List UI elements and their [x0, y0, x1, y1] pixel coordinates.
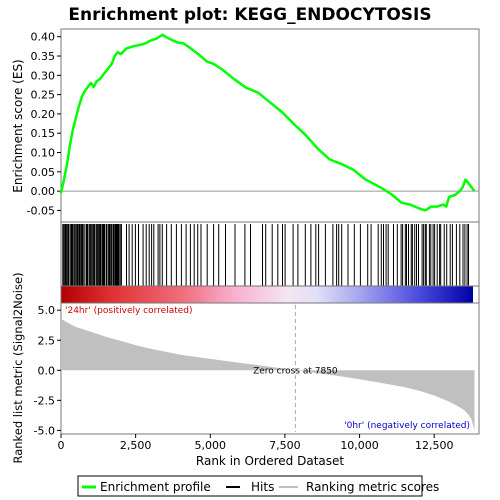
- legend-box: [77, 475, 423, 497]
- enrichment-profile-line: [59, 33, 476, 212]
- positive-correlation-label: '24hr' (positively correlated): [65, 306, 193, 316]
- x-tick-label: 5,000: [195, 439, 227, 452]
- es-y-tick-label: 0.10: [31, 147, 56, 160]
- legend-hits-label: Hits: [251, 480, 274, 494]
- metric-y-tick-label: -2.5: [34, 394, 55, 407]
- x-tick-label: 12,500: [415, 439, 454, 452]
- ranking-metric-area: [61, 318, 475, 431]
- es-y-tick-label: 0.25: [31, 89, 56, 102]
- x-tick-label: 7,500: [269, 439, 301, 452]
- x-axis-label: Rank in Ordered Dataset: [196, 454, 344, 468]
- x-tick-label: 0: [58, 439, 65, 452]
- negative-correlation-label: '0hr' (negatively correlated): [344, 421, 470, 431]
- metric-y-tick-label: 0.0: [38, 364, 56, 377]
- x-tick-label: 10,000: [340, 439, 379, 452]
- es-y-tick-label: 0.35: [31, 50, 56, 63]
- es-y-ticks: -0.05 0.00 0.05 0.10 0.15 0.20 0.25 0.30 0.35 0.4…: [27, 31, 61, 217]
- hits-panel-frame: [60, 221, 480, 287]
- es-y-tick-label: -0.05: [27, 204, 55, 217]
- metric-y-tick-label: 2.5: [38, 334, 56, 347]
- legend-enrichment-label: Enrichment profile: [100, 480, 211, 494]
- legend-metric-label: Ranking metric scores: [306, 480, 439, 494]
- metric-y-tick-label: 5.0: [38, 304, 56, 317]
- chart-title: Enrichment plot: KEGG_ENDOCYTOSIS: [68, 5, 431, 25]
- es-y-tick-label: 0.15: [31, 127, 56, 140]
- es-panel-frame: [60, 28, 480, 223]
- hits-ticks: [62, 224, 469, 286]
- metric-y-tick-label: -5.0: [34, 424, 55, 437]
- rank-heat-bar: [61, 286, 473, 303]
- x-axis-ticks: 0 2,500 5,000 7,500 10,000 12,500: [58, 434, 454, 452]
- es-axis-label: Enrichment score (ES): [11, 59, 25, 192]
- metric-y-ticks: -5.0 -2.5 0.0 2.5 5.0: [34, 304, 61, 437]
- es-y-tick-label: 0.30: [31, 69, 56, 82]
- x-tick-label: 2,500: [120, 439, 152, 452]
- es-y-tick-label: 0.20: [31, 108, 56, 121]
- metric-axis-label: Ranked list metric (Signal2Noise): [11, 272, 25, 463]
- es-y-tick-label: 0.00: [31, 185, 56, 198]
- es-y-tick-label: 0.40: [31, 31, 56, 44]
- zero-cross-annotation: Zero cross at 7850: [253, 366, 338, 376]
- es-y-tick-label: 0.05: [31, 166, 56, 179]
